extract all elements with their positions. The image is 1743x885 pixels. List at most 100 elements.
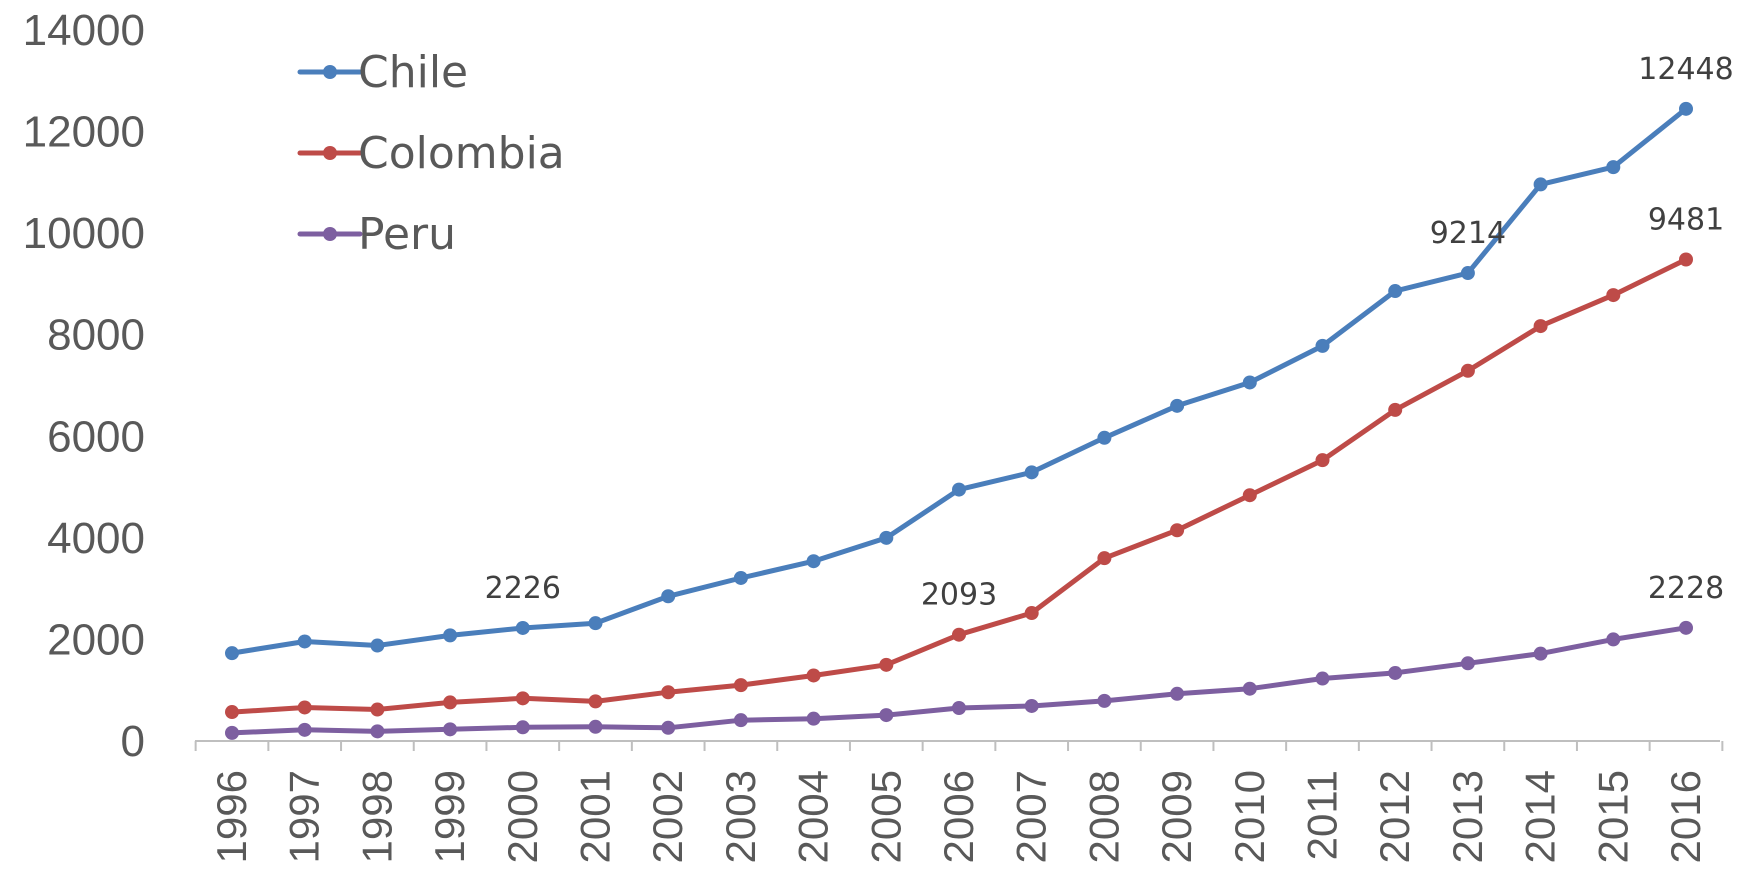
data-point-colombia-2011 [1315, 453, 1330, 468]
data-point-peru-2008 [1097, 693, 1112, 708]
data-point-colombia-2000 [515, 691, 530, 706]
data-point-chile-2009 [1170, 398, 1185, 413]
legend-label-colombia: Colombia [358, 128, 565, 179]
x-tick-label-2000: 2000 [499, 770, 546, 863]
x-tick-label-2014: 2014 [1517, 770, 1564, 863]
data-point-peru-2013 [1460, 656, 1475, 671]
data-point-chile-1999 [443, 628, 458, 643]
data-point-colombia-2001 [588, 694, 603, 709]
data-point-peru-1998 [370, 724, 385, 739]
series-line-peru [229, 625, 1689, 736]
data-point-peru-2001 [588, 719, 603, 734]
data-point-chile-1997 [297, 634, 312, 649]
y-tick-label-14000: 14000 [23, 6, 145, 55]
x-tick-label-1998: 1998 [353, 770, 400, 863]
data-point-colombia-2003 [733, 678, 748, 693]
data-point-colombia-1998 [370, 702, 385, 717]
data-point-peru-1999 [443, 722, 458, 737]
data-point-chile-2010 [1242, 375, 1257, 390]
data-point-peru-2003 [733, 713, 748, 728]
x-tick-label-2016: 2016 [1662, 770, 1709, 863]
legend-label-chile: Chile [358, 47, 468, 98]
data-point-colombia-2005 [879, 657, 894, 672]
data-label-colombia-2016: 9481 [1648, 203, 1724, 238]
series-line-chile [229, 106, 1689, 656]
x-tick-label-2015: 2015 [1589, 770, 1636, 863]
data-point-peru-2007 [1024, 698, 1039, 713]
x-tick-label-2010: 2010 [1226, 770, 1273, 863]
x-tick-label-2008: 2008 [1080, 770, 1127, 863]
data-point-colombia-1996 [225, 705, 239, 720]
data-point-chile-1998 [370, 638, 385, 653]
data-point-chile-2011 [1315, 338, 1330, 353]
legend-item-chile: Chile [297, 47, 468, 98]
x-tick-label-2013: 2013 [1444, 770, 1491, 863]
legend-item-colombia: Colombia [297, 128, 565, 179]
data-point-chile-2006 [952, 482, 966, 497]
data-point-colombia-2007 [1024, 606, 1039, 621]
x-tick-label-2004: 2004 [790, 770, 837, 863]
y-axis-tick-labels: 0 2000 4000 6000 8000 10000 12000 14000 [23, 6, 145, 766]
data-point-colombia-2002 [661, 685, 676, 700]
y-tick-label-8000: 8000 [47, 311, 145, 360]
data-point-chile-2012 [1388, 284, 1403, 299]
data-point-colombia-2006 [952, 627, 966, 642]
x-tick-label-2012: 2012 [1371, 770, 1418, 863]
data-point-peru-2004 [806, 711, 821, 726]
legend-marker-colombia [323, 146, 337, 160]
data-point-peru-2014 [1533, 646, 1548, 661]
x-tick-label-2009: 2009 [1153, 770, 1200, 863]
data-point-chile-2001 [588, 616, 603, 631]
legend-marker-peru [323, 227, 337, 241]
data-point-colombia-2004 [806, 668, 821, 683]
data-point-colombia-1999 [443, 695, 458, 710]
data-point-peru-2006 [952, 700, 966, 715]
data-point-colombia-2008 [1097, 551, 1112, 566]
y-tick-label-4000: 4000 [47, 514, 145, 563]
data-label-chile-2013: 9214 [1430, 216, 1506, 251]
data-point-chile-2004 [806, 554, 821, 569]
data-point-peru-2011 [1315, 671, 1330, 686]
data-point-chile-2016 [1679, 101, 1693, 116]
data-point-colombia-2010 [1242, 488, 1257, 503]
data-point-colombia-2012 [1388, 402, 1403, 417]
data-point-peru-1996 [225, 725, 239, 740]
data-point-chile-2005 [879, 530, 894, 545]
x-tick-label-1999: 1999 [426, 770, 473, 863]
data-point-chile-1996 [225, 646, 239, 661]
data-point-colombia-1997 [297, 700, 312, 715]
data-label-colombia-2006: 2093 [921, 578, 997, 613]
x-tick-label-2002: 2002 [644, 770, 691, 863]
x-tick-label-2001: 2001 [572, 770, 619, 863]
x-tick-label-2003: 2003 [717, 770, 764, 863]
x-tick-label-2011: 2011 [1299, 770, 1346, 860]
data-point-peru-1997 [297, 722, 312, 737]
y-tick-label-12000: 12000 [23, 108, 145, 157]
data-point-peru-2005 [879, 708, 894, 723]
data-point-chile-2015 [1606, 160, 1621, 175]
data-point-colombia-2014 [1533, 319, 1548, 334]
x-tick-label-1997: 1997 [281, 770, 328, 863]
data-point-chile-2008 [1097, 430, 1112, 445]
data-point-chile-2002 [661, 589, 676, 604]
series-points [225, 101, 1693, 740]
data-label-peru-2016: 2228 [1648, 571, 1724, 606]
legend-marker-chile [323, 65, 337, 79]
data-point-peru-2002 [661, 720, 676, 735]
data-point-colombia-2013 [1460, 363, 1475, 378]
data-point-chile-2014 [1533, 177, 1548, 192]
data-point-chile-2007 [1024, 465, 1039, 480]
data-point-peru-2012 [1388, 665, 1403, 680]
data-point-chile-2013 [1460, 266, 1475, 281]
legend-label-peru: Peru [358, 209, 456, 260]
y-tick-label-0: 0 [121, 717, 145, 766]
data-point-chile-2000 [515, 620, 530, 635]
data-label-chile-2016: 12448 [1638, 52, 1733, 87]
data-point-peru-2009 [1170, 686, 1185, 701]
data-point-chile-2003 [733, 570, 748, 585]
x-tick-label-2005: 2005 [862, 770, 909, 863]
y-tick-label-6000: 6000 [47, 412, 145, 461]
data-point-peru-2015 [1606, 632, 1621, 647]
x-tick-label-1996: 1996 [208, 770, 255, 863]
